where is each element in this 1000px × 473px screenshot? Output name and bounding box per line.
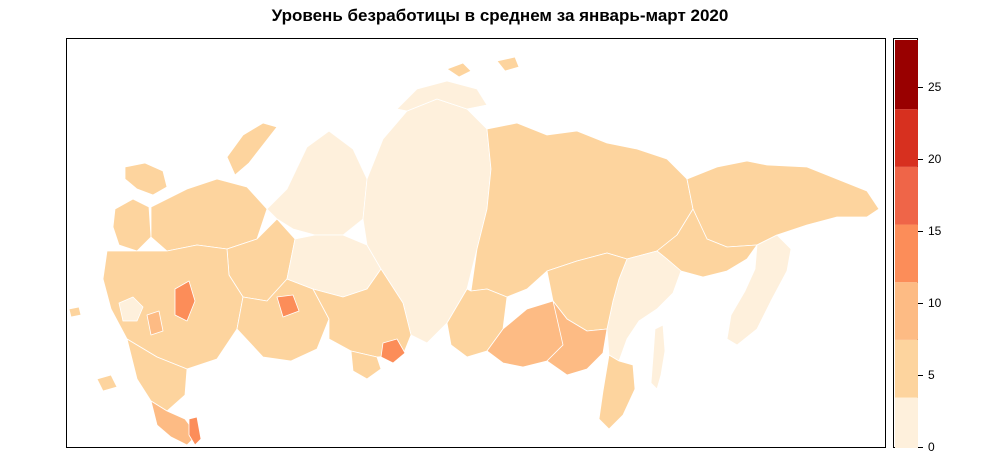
legend-bin-0 bbox=[895, 397, 918, 448]
legend-tick-label: 25 bbox=[928, 79, 942, 94]
region-moscow bbox=[118, 296, 144, 322]
legend-tick-mark bbox=[918, 86, 923, 88]
region-karelia bbox=[112, 198, 152, 252]
map-title: Уровень безработицы в среднем за январь-… bbox=[271, 6, 729, 25]
legend-bin-3 bbox=[895, 224, 918, 283]
region-zabaikalsky bbox=[546, 300, 608, 376]
region-ingushetia bbox=[188, 416, 202, 446]
russia-regions-map bbox=[68, 56, 880, 446]
map-panel bbox=[66, 38, 886, 448]
region-siberia-south bbox=[312, 268, 412, 358]
region-northwest bbox=[124, 162, 168, 196]
legend-bin-6 bbox=[895, 40, 918, 110]
region-south bbox=[126, 338, 188, 412]
region-tyva bbox=[380, 338, 406, 364]
legend-tick-mark bbox=[918, 374, 923, 376]
region-wrangel bbox=[446, 62, 472, 78]
region-kaliningrad bbox=[68, 306, 82, 318]
region-irkutsk bbox=[446, 288, 508, 358]
region-crimea bbox=[96, 374, 118, 392]
region-chelyabinsk bbox=[276, 294, 300, 318]
legend-tick-label: 0 bbox=[928, 440, 935, 454]
legend-bin-2 bbox=[895, 282, 918, 340]
region-center-high bbox=[174, 280, 196, 322]
legend-tick-mark bbox=[918, 447, 923, 448]
region-urals bbox=[236, 278, 330, 362]
region-kamchatka bbox=[726, 234, 792, 346]
region-chukotka bbox=[686, 160, 880, 248]
legend-bin-5 bbox=[895, 109, 918, 167]
legend-color-bins bbox=[895, 40, 918, 448]
legend-tick-mark bbox=[918, 158, 923, 160]
region-yamal bbox=[266, 130, 368, 236]
region-primorye bbox=[598, 354, 636, 430]
region-sakhalin bbox=[650, 324, 666, 390]
region-taimyr bbox=[396, 80, 488, 112]
legend-tick-label: 10 bbox=[928, 295, 942, 310]
region-novaya-zemlya bbox=[226, 122, 278, 176]
color-legend-bar bbox=[893, 38, 918, 448]
region-altai bbox=[350, 350, 382, 380]
legend-bin-1 bbox=[895, 339, 918, 398]
region-arkhangelsk bbox=[150, 178, 268, 252]
legend-tick-label: 20 bbox=[928, 151, 942, 166]
legend-tick-mark bbox=[918, 302, 923, 304]
legend-tick-mark bbox=[918, 230, 923, 232]
legend-tick-label: 5 bbox=[928, 367, 935, 382]
region-islands bbox=[496, 56, 520, 72]
region-center-high-2 bbox=[146, 310, 164, 336]
legend-tick-label: 15 bbox=[928, 223, 942, 238]
legend-bin-4 bbox=[895, 166, 918, 225]
